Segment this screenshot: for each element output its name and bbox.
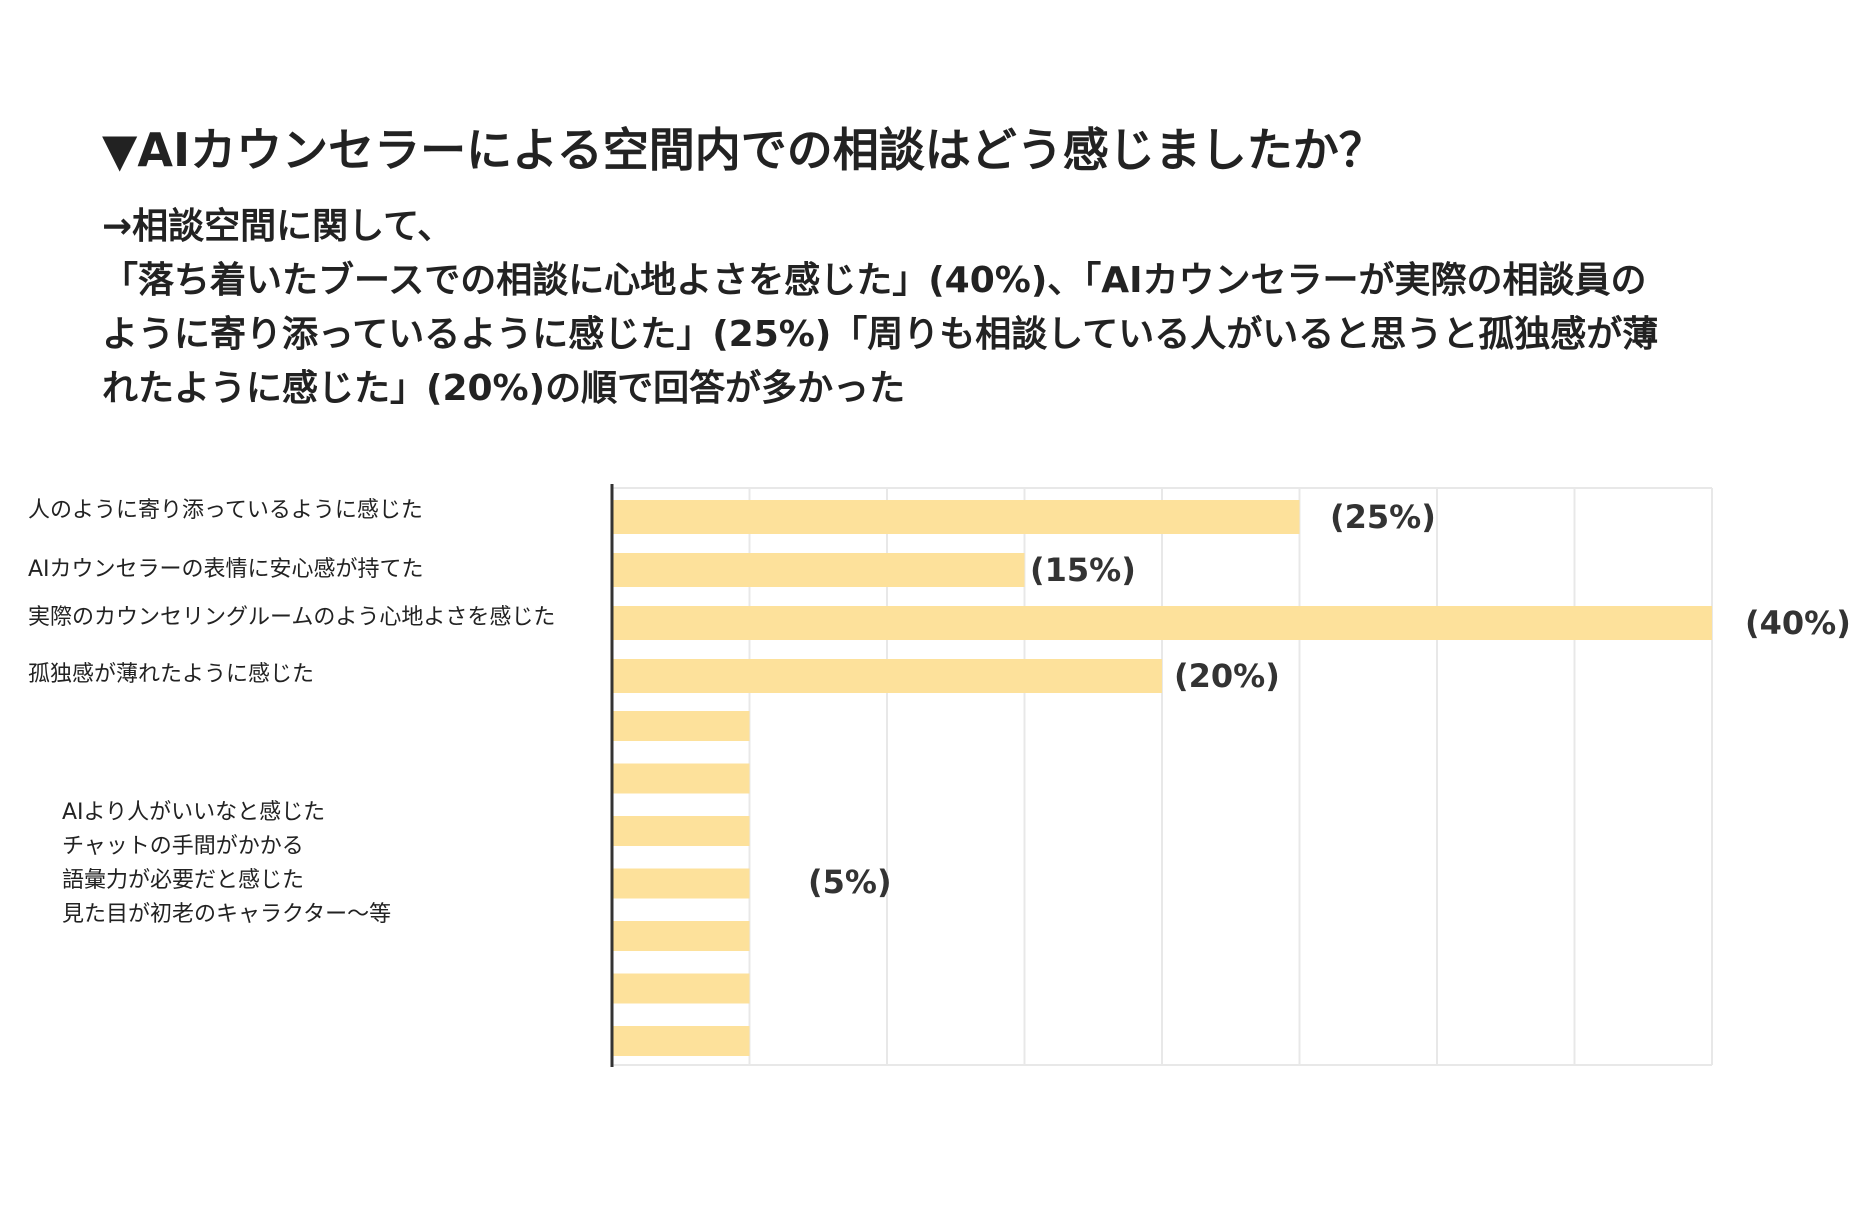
value-label: (25%) [1330, 498, 1436, 536]
bar [612, 763, 750, 794]
value-label: (40%) [1745, 604, 1851, 642]
value-label: (15%) [1030, 551, 1136, 589]
bar [612, 553, 1025, 587]
category-label: 孤独感が薄れたように感じた [28, 662, 315, 687]
bar [612, 973, 750, 1004]
other-response-item: チャットの手間がかかる [62, 834, 304, 859]
value-label: (5%) [808, 863, 892, 901]
bar [612, 711, 750, 741]
bar [612, 500, 1300, 534]
other-response-item: 語彙力が必要だと感じた [62, 868, 305, 893]
bar [612, 816, 750, 846]
bar [612, 1026, 750, 1056]
bar [612, 659, 1162, 693]
bar [612, 606, 1712, 640]
summary-line: ように寄り添っているように感じた」(25%)「周りも相談している人がいると思うと… [102, 314, 1659, 355]
bar [612, 868, 750, 899]
value-label: (20%) [1174, 657, 1280, 695]
summary-line: 「落ち着いたブースでの相談に心地よさを感じた」(40%)、「AIカウンセラーが実… [102, 260, 1647, 301]
bar [612, 921, 750, 951]
summary-text: →相談空間に関して、 「落ち着いたブースでの相談に心地よさを感じた」(40%)、… [102, 200, 1822, 416]
page-title: ▼AIカウンセラーによる空間内での相談はどう感じましたか？ [102, 123, 1385, 177]
category-label: AIカウンセラーの表情に安心感が持てた [28, 557, 424, 582]
category-label: 人のように寄り添っているように感じた [28, 498, 423, 523]
other-response-item: AIより人がいいなと感じた [62, 800, 326, 825]
summary-line: →相談空間に関して、 [102, 206, 454, 247]
category-label: 実際のカウンセリングルームのよう心地よさを感じた [28, 605, 556, 630]
other-response-item: 見た目が初老のキャラクター～等 [62, 902, 392, 927]
summary-line: れたように感じた」(20%)の順で回答が多かった [102, 368, 906, 409]
other-responses: AIより人がいいなと感じた チャットの手間がかかる 語彙力が必要だと感じた 見た… [62, 796, 391, 932]
